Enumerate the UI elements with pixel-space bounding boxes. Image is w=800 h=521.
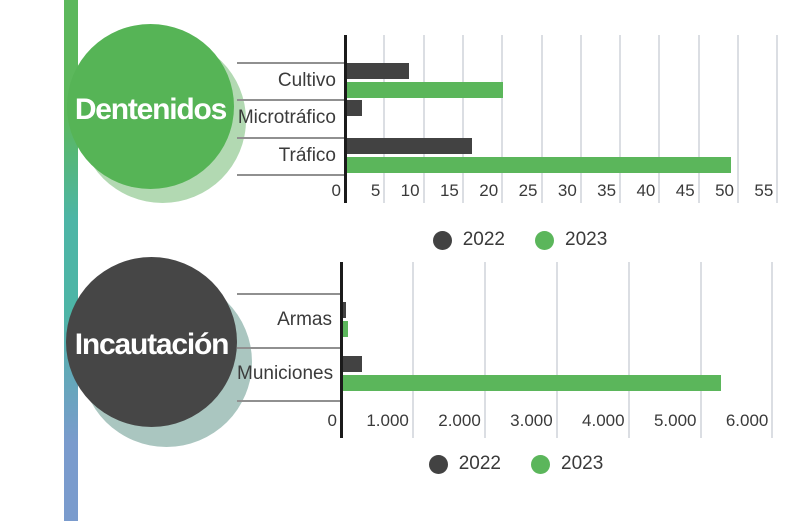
- tick-label: 50: [715, 181, 734, 200]
- row-separator: [237, 136, 345, 139]
- legend-item-2023: 2023: [531, 453, 603, 475]
- gridline: [776, 35, 779, 203]
- tick-label: 40: [636, 181, 656, 200]
- tick-label: 1.000: [366, 411, 409, 430]
- gridline: [540, 35, 543, 203]
- bar-2022-armas: [342, 302, 346, 319]
- gridline: [501, 35, 504, 203]
- tick-label: 20: [479, 181, 499, 200]
- tick-label: 0: [331, 181, 341, 200]
- gridline: [555, 262, 558, 438]
- tick-label: 30: [557, 181, 577, 200]
- gridline: [619, 35, 622, 203]
- tick-label: 15: [439, 181, 459, 200]
- bar-2022-municiones: [342, 355, 363, 372]
- tick-label: 5: [370, 181, 381, 200]
- tick-label: 2.000: [438, 411, 481, 430]
- axis-line: [339, 262, 343, 438]
- tick-label: 5.000: [653, 411, 697, 430]
- tick-label: 25: [518, 181, 538, 200]
- row-separator: [237, 400, 341, 402]
- legend-label-2022: 2022: [462, 229, 505, 250]
- row-separator: [237, 346, 341, 349]
- legend-swatch-2023: [535, 230, 554, 250]
- tick-label: 35: [597, 181, 617, 200]
- category-label-microtrafico: Microtráfico: [237, 107, 336, 129]
- row-separator: [237, 293, 341, 295]
- gridline: [627, 262, 630, 438]
- legend-swatch-2023: [531, 454, 550, 474]
- legend: 2022 2023: [341, 453, 691, 475]
- tick-label: 6.000: [725, 411, 769, 430]
- legend-swatch-2022: [432, 230, 452, 250]
- legend-swatch-2022: [428, 454, 448, 474]
- row-separator: [237, 173, 345, 176]
- bar-2023-cultivo: [346, 82, 504, 99]
- bar-2023-armas: [342, 321, 348, 338]
- category-label-cultivo: Cultivo: [277, 70, 336, 91]
- gridline: [579, 35, 582, 203]
- bar-2022-trafico: [346, 137, 472, 154]
- row-separator: [237, 99, 345, 102]
- category-label-trafico: Tráfico: [278, 144, 336, 166]
- badge-detenidos-title: Dentenidos: [74, 92, 228, 126]
- bar-2023-municiones: [342, 374, 721, 391]
- legend-label-2022: 2022: [458, 453, 501, 474]
- legend-label-2023: 2023: [565, 229, 608, 250]
- gridline: [461, 35, 464, 203]
- tick-label: 10: [400, 181, 420, 200]
- gridline: [411, 262, 414, 438]
- badge-incautacion-circle: Incautación: [66, 257, 237, 427]
- bar-2022-cultivo: [346, 63, 409, 80]
- tick-label: 0: [327, 411, 337, 430]
- axis-line: [343, 35, 347, 203]
- legend: 2022 2023: [345, 229, 695, 251]
- gridline: [699, 262, 702, 438]
- category-label-municiones: Municiones: [237, 362, 334, 384]
- legend-item-2022: 2022: [432, 229, 505, 251]
- legend-item-2023: 2023: [535, 229, 607, 251]
- bar-2023-trafico: [346, 156, 732, 173]
- gridline: [737, 35, 739, 203]
- gridline: [658, 35, 661, 203]
- tick-label: 4.000: [582, 411, 625, 430]
- gridline: [383, 35, 386, 203]
- tick-label: 55: [754, 181, 774, 200]
- row-separator: [237, 62, 345, 64]
- badge-incautacion-title: Incautación: [74, 328, 230, 361]
- gridline: [422, 35, 425, 203]
- tick-label: 3.000: [510, 411, 553, 430]
- bar-2022-microtrafico: [346, 100, 362, 117]
- badge-detenidos-circle: Dentenidos: [67, 24, 234, 189]
- gridline: [483, 262, 486, 438]
- category-label-armas: Armas: [277, 309, 332, 330]
- legend-item-2022: 2022: [428, 453, 501, 475]
- tick-label: 45: [675, 181, 695, 200]
- gridline: [697, 35, 700, 203]
- legend-label-2023: 2023: [561, 453, 604, 474]
- gridline: [771, 262, 774, 438]
